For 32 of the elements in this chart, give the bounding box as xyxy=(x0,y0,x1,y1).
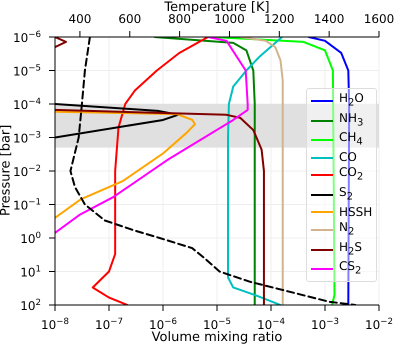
y-tick-label: 10$^{−4}$ xyxy=(13,97,41,112)
legend-label: S$_{2}$ xyxy=(339,185,353,204)
x-tick-label: 10$^{−6}$ xyxy=(149,317,177,332)
y-tick-label: 10$^{−5}$ xyxy=(13,64,41,78)
y-axis-title: Pressure [bar] xyxy=(0,124,14,216)
x2-tick-label: 1600 xyxy=(364,12,394,26)
x-tick-label: 10$^{−4}$ xyxy=(257,317,285,332)
x2-tick-label: 600 xyxy=(118,12,142,26)
legend-label: N$_{2}$ xyxy=(339,220,354,240)
y-tick-label: 10$^{2}$ xyxy=(20,298,41,313)
legend-label: CH$_{4}$ xyxy=(339,130,363,150)
x-tick-label: 10$^{−7}$ xyxy=(95,317,123,332)
legend-label: H$_{2}$S xyxy=(339,240,362,260)
y-tick-label: 10$^{−2}$ xyxy=(13,164,41,179)
x2-tick-label: 400 xyxy=(68,12,92,26)
x-tick-label: 10$^{−5}$ xyxy=(203,317,231,332)
x-axis-title: Volume mixing ratio xyxy=(152,330,282,344)
legend-label: HSSH xyxy=(339,204,372,220)
y-tick-label: 10$^{−6}$ xyxy=(13,30,41,45)
y-tick-label: 10$^{−3}$ xyxy=(13,130,41,146)
y-tick-label: 10$^{−1}$ xyxy=(13,198,41,212)
y-tick-label: 10$^{1}$ xyxy=(20,264,41,280)
legend-label: CO xyxy=(339,150,357,166)
x2-tick-label: 1400 xyxy=(314,12,344,26)
x-tick-label: 10$^{−2}$ xyxy=(365,317,393,332)
x-tick-label: 10$^{−8}$ xyxy=(41,317,69,332)
legend-label: NH$_{3}$ xyxy=(339,110,364,130)
legend-label: CO$_{2}$ xyxy=(339,165,364,185)
x-tick-label: 10$^{−3}$ xyxy=(311,317,339,332)
y-tick-label: 10$^{0}$ xyxy=(20,231,41,246)
legend-label: H$_{2}$O xyxy=(339,91,364,110)
legend-label: CS$_{2}$ xyxy=(339,259,362,279)
